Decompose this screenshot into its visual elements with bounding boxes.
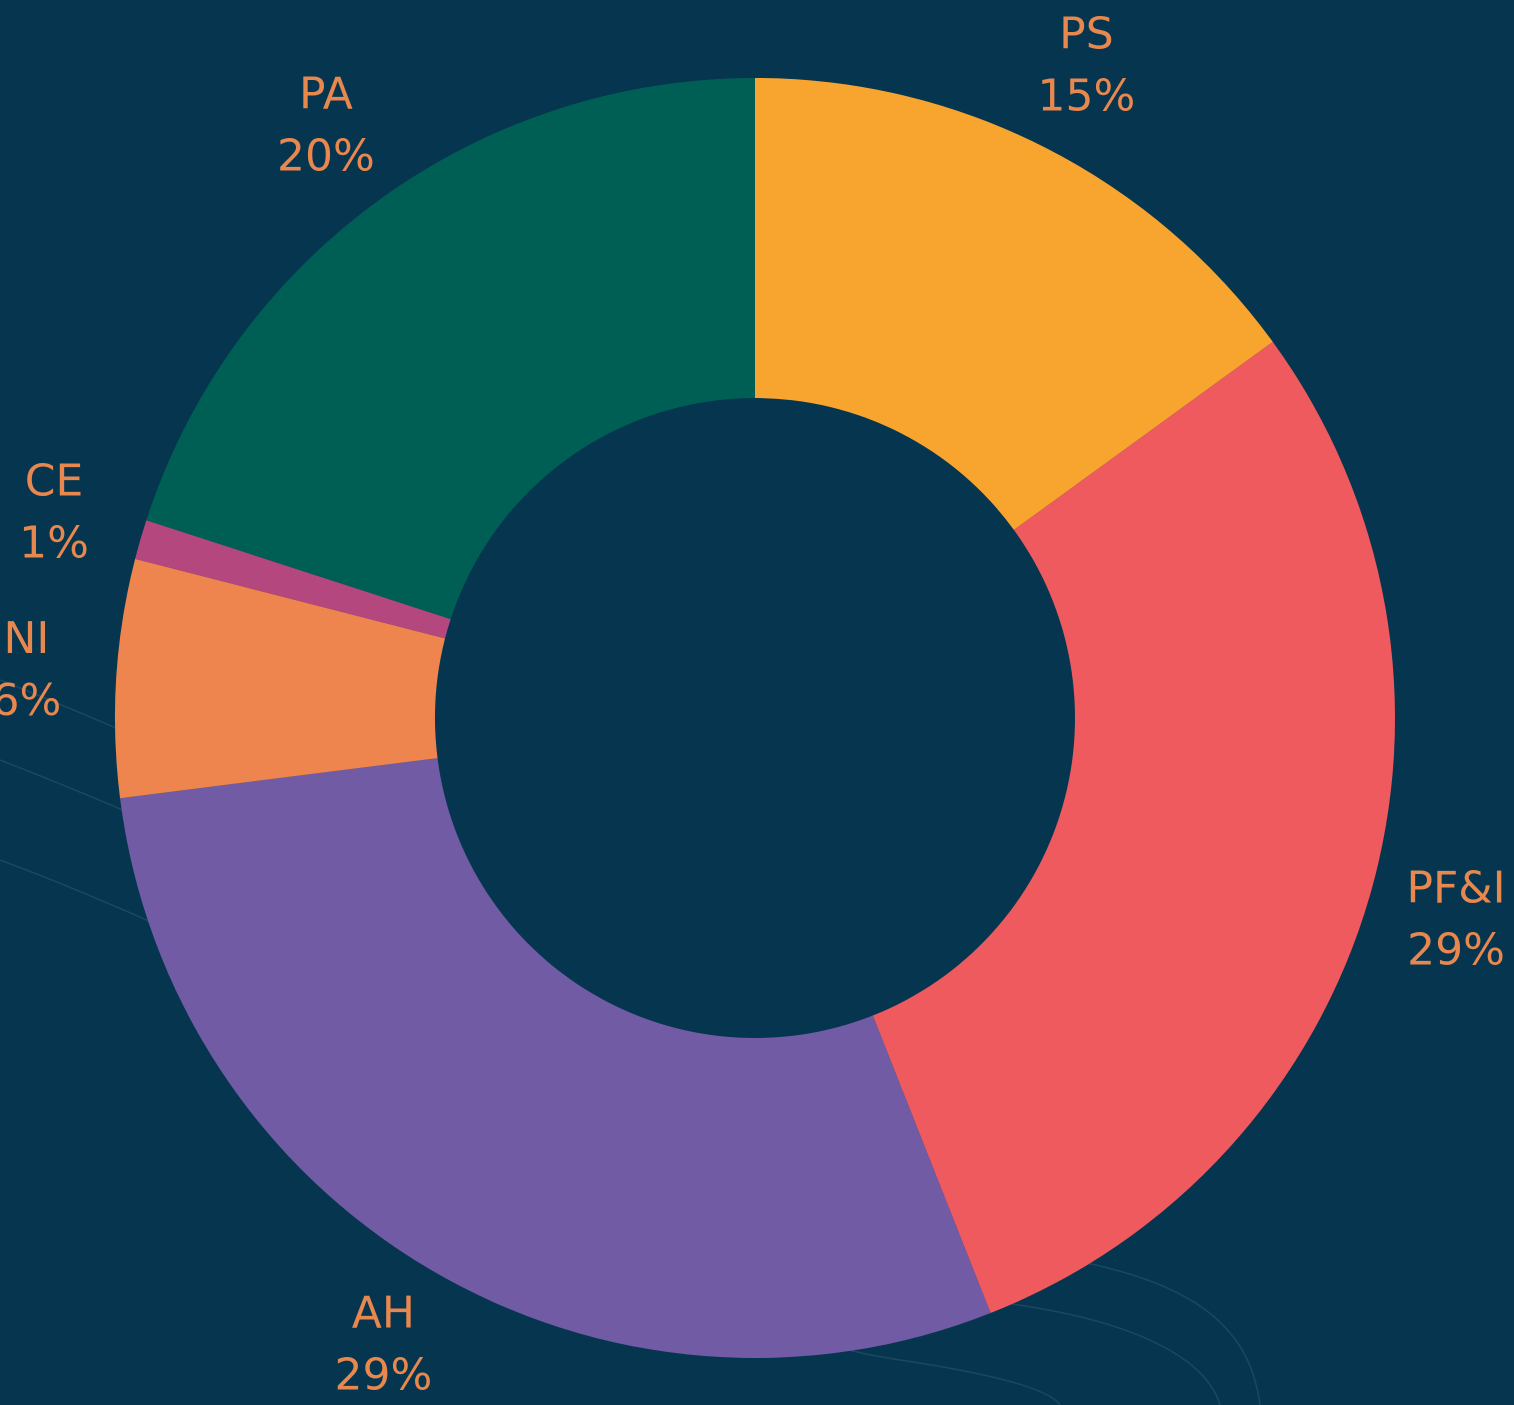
slice-value-label: 6% xyxy=(0,675,61,726)
slice-label: PF&I xyxy=(1406,863,1505,914)
slice-value-label: 1% xyxy=(19,517,89,568)
slice xyxy=(115,558,446,799)
slice-value-label: 29% xyxy=(1407,925,1505,976)
slice-label: PS xyxy=(1059,9,1113,60)
slice xyxy=(120,758,991,1359)
slice-label: NI xyxy=(3,613,49,664)
slice xyxy=(755,78,1273,530)
labels: PS 15% PF&I 29% AH 29% NI 6% CE 1% PA 20% xyxy=(0,9,1506,1401)
slice-value-label: 29% xyxy=(335,1349,433,1400)
donut xyxy=(115,78,1396,1359)
slice-label: AH xyxy=(352,1287,415,1338)
slice xyxy=(135,520,451,639)
slice-value-label: 20% xyxy=(277,130,375,181)
slice xyxy=(146,78,755,620)
slice-value-label: 15% xyxy=(1038,71,1136,122)
slice-label: PA xyxy=(299,68,353,119)
slice xyxy=(872,341,1396,1314)
slice-label: CE xyxy=(25,455,84,506)
